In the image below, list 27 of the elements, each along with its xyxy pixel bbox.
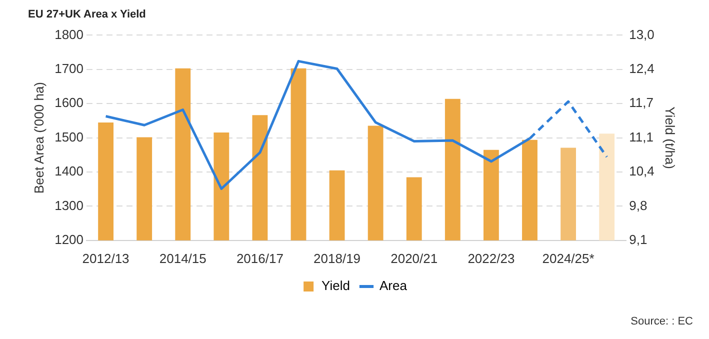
y2-tick-label: 10,4 [629,164,654,179]
y2-tick-label: 11,1 [629,129,654,144]
y2-tick-label: 9,8 [629,198,648,213]
x-tick-label: 2022/23 [468,250,515,266]
y2-tick-label: 11,7 [629,95,654,110]
x-tick-label: 2014/15 [159,250,206,266]
y-tick-label: 1300 [54,198,84,213]
y-axis-title: Beet Area ('000 ha) [31,82,46,194]
x-tick-label: 2024/25* [542,250,594,266]
y-tick-label: 1400 [54,164,84,179]
x-tick-label: 2012/13 [82,250,130,266]
legend-label: Area [379,278,408,294]
y-tick-label: 1800 [54,26,84,42]
y-tick-label: 1500 [54,129,84,144]
y2-tick-label: 12,4 [629,60,654,76]
x-tick-label: 2018/19 [314,250,361,266]
x-tick-label: 2016/17 [236,250,284,266]
y2-tick-label: 13,0 [629,26,654,42]
legend-label: Yield [322,278,350,294]
chart-title: EU 27+UK Area x Yield [28,8,146,21]
y2-axis-title: Yield (t/ha) [662,106,678,169]
y2-tick-label: 9,1 [629,232,648,247]
y-tick-label: 1600 [54,95,84,110]
y-tick-label: 1700 [54,60,84,76]
y-tick-label: 1200 [54,232,84,247]
x-tick-label: 2020/21 [390,250,438,266]
source-note: Source: : EC [630,316,694,328]
